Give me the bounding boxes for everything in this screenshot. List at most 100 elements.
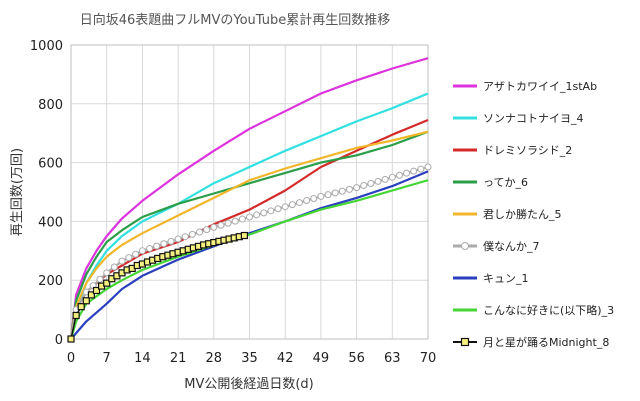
data-point xyxy=(410,167,418,175)
data-point xyxy=(281,203,289,211)
data-point xyxy=(188,230,196,238)
data-point xyxy=(345,185,353,193)
data-point xyxy=(317,192,325,200)
data-point xyxy=(424,163,432,171)
legend-marker xyxy=(461,242,469,250)
legend-label: ソンナコトナイヨ_4 xyxy=(483,112,584,125)
x-tick-label: 14 xyxy=(134,351,151,366)
legend-item-6: キュン_1 xyxy=(453,272,529,285)
legend-marker xyxy=(460,337,470,347)
data-point xyxy=(288,201,296,209)
data-point xyxy=(146,244,154,252)
data-point xyxy=(87,291,96,299)
x-tick-label: 63 xyxy=(384,351,401,366)
data-point xyxy=(238,215,246,223)
data-point xyxy=(167,237,175,245)
legend-item-8: 月と星が踊るMidnight_8 xyxy=(453,335,609,349)
x-tick-label: 56 xyxy=(348,351,365,366)
series-line-0 xyxy=(69,57,429,340)
legend-item-0: アザトカワイイ_1stAb xyxy=(453,80,597,93)
x-axis-ticks: 0 7 14 21 28 35 42 49 56 63 70 xyxy=(67,351,436,366)
x-tick-label: 35 xyxy=(241,351,258,366)
data-point xyxy=(132,250,140,258)
data-point xyxy=(324,191,332,199)
data-point xyxy=(267,207,275,215)
series-3 xyxy=(69,130,429,340)
data-point xyxy=(125,254,133,262)
data-point xyxy=(246,213,253,221)
legend-item-3: ってか_6 xyxy=(453,176,528,189)
x-tick-label: 21 xyxy=(170,351,187,366)
legend-label: こんなに好きに(以下略)_3 xyxy=(483,303,614,317)
data-point xyxy=(303,197,311,205)
data-point xyxy=(224,219,232,227)
data-point xyxy=(367,179,375,187)
data-point xyxy=(203,226,211,234)
data-point xyxy=(181,233,189,241)
y-axis-ticks: 0 200 400 600 800 1000 xyxy=(30,39,63,348)
data-point xyxy=(92,286,101,295)
y-tick-label: 0 xyxy=(55,333,63,348)
series-5 xyxy=(69,163,432,340)
data-point xyxy=(395,171,403,179)
data-point xyxy=(153,242,161,250)
data-point xyxy=(388,173,396,181)
data-point xyxy=(77,303,85,311)
data-point xyxy=(103,269,111,277)
legend-label: 月と星が踊るMidnight_8 xyxy=(483,335,609,349)
data-point xyxy=(353,184,361,192)
data-point xyxy=(103,279,111,287)
data-point xyxy=(274,205,282,213)
series-8 xyxy=(67,231,248,343)
legend-label: ドレミソラシド_2 xyxy=(483,144,572,157)
x-tick-label: 70 xyxy=(420,351,437,366)
series-line-4 xyxy=(69,130,429,340)
data-point xyxy=(174,235,182,243)
x-tick-label: 7 xyxy=(103,351,111,366)
series-4 xyxy=(69,130,429,340)
y-tick-label: 600 xyxy=(38,157,63,172)
series-line-3 xyxy=(69,130,429,340)
series-group xyxy=(67,57,432,343)
plot-frame xyxy=(70,44,429,340)
series-line-6 xyxy=(70,170,429,340)
legend: アザトカワイイ_1stAb ソンナコトナイヨ_4 ドレミソラシド_2 ってか_6 君しか… xyxy=(453,80,614,349)
legend-item-5: 僕なんか_7 xyxy=(453,240,540,253)
data-point xyxy=(253,211,261,219)
data-point xyxy=(217,221,225,229)
chart-title: 日向坂46表題曲フルMVのYouTube累計再生回数推移 xyxy=(80,12,391,28)
series-6 xyxy=(70,170,429,340)
legend-item-7: こんなに好きに(以下略)_3 xyxy=(453,303,614,317)
x-tick-label: 49 xyxy=(313,351,330,366)
data-point xyxy=(403,169,411,177)
data-point xyxy=(67,335,75,343)
y-tick-label: 400 xyxy=(38,215,63,230)
data-point xyxy=(110,263,118,271)
data-point xyxy=(196,228,204,236)
x-tick-label: 42 xyxy=(277,351,294,366)
data-point xyxy=(374,177,382,185)
legend-label: 君しか勝たん_5 xyxy=(483,207,562,221)
data-point xyxy=(210,223,218,231)
legend-item-4: 君しか勝たん_5 xyxy=(453,207,562,221)
data-point xyxy=(96,275,104,283)
legend-item-2: ドレミソラシド_2 xyxy=(453,144,572,157)
legend-item-1: ソンナコトナイヨ_4 xyxy=(453,112,584,125)
data-point xyxy=(295,199,303,207)
data-point xyxy=(381,175,389,183)
x-tick-label: 0 xyxy=(67,351,75,366)
series-0 xyxy=(69,57,429,340)
data-point xyxy=(338,187,346,195)
data-point xyxy=(160,240,168,248)
data-point xyxy=(360,182,368,190)
data-point xyxy=(138,247,146,255)
data-point xyxy=(331,189,339,197)
x-axis-label: MV公開後経過日数(d) xyxy=(184,377,314,392)
data-point xyxy=(310,194,318,202)
legend-label: アザトカワイイ_1stAb xyxy=(483,80,597,93)
legend-label: キュン_1 xyxy=(483,272,529,285)
y-tick-label: 800 xyxy=(38,98,63,113)
data-point xyxy=(260,209,268,217)
legend-label: 僕なんか_7 xyxy=(483,240,540,253)
